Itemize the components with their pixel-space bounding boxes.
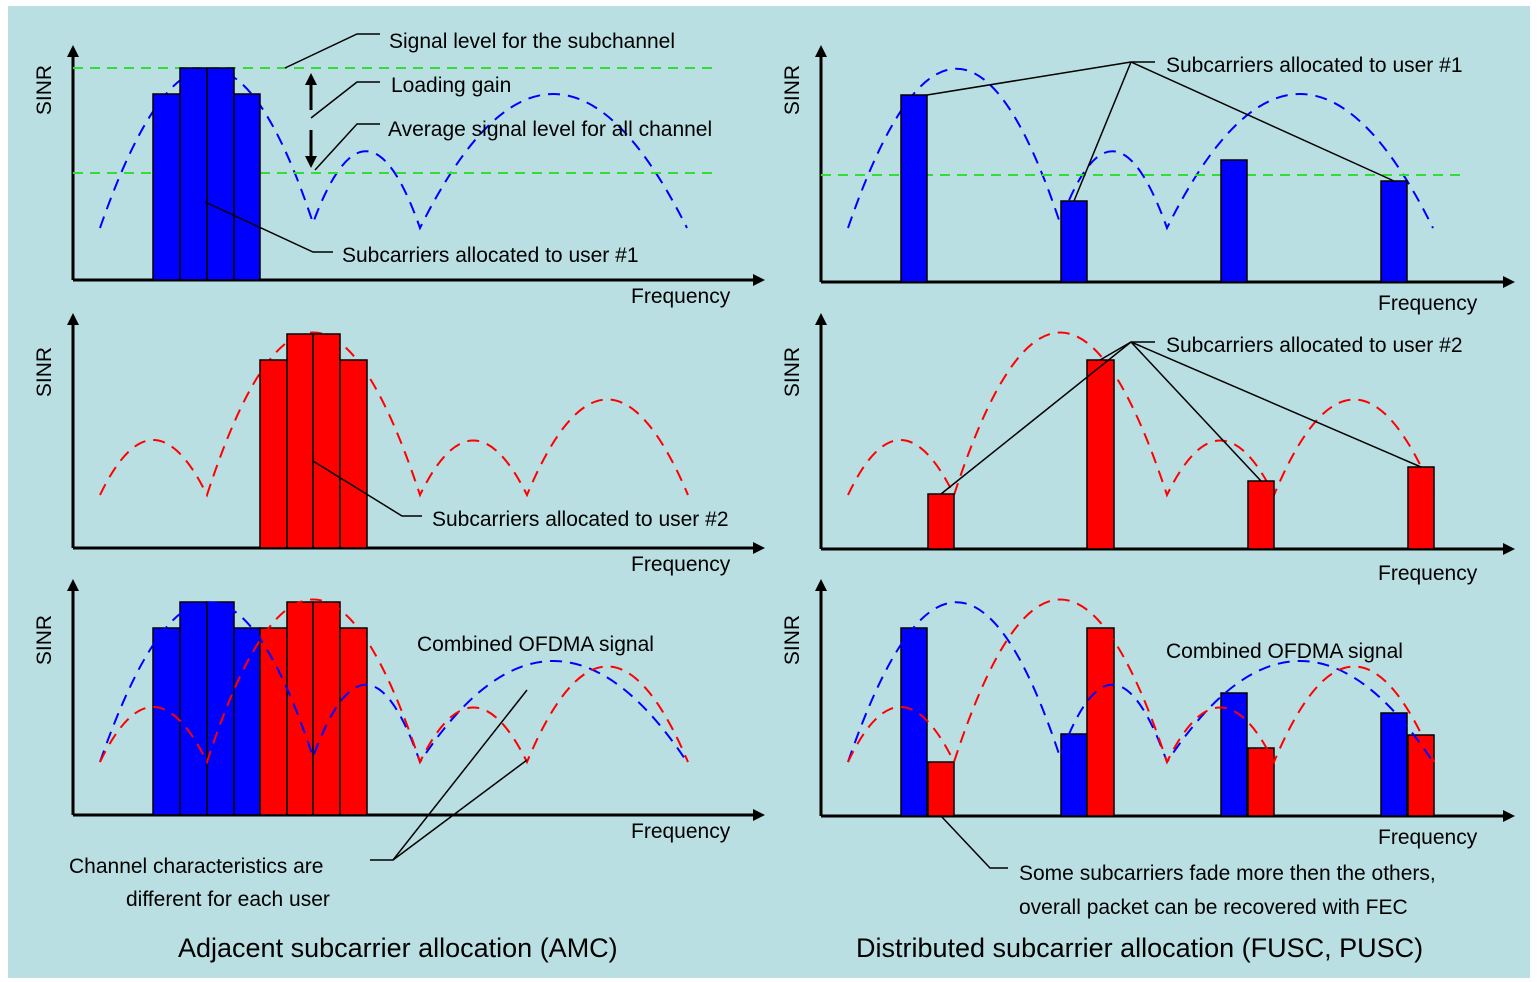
subcarriers-label: Subcarriers allocated to user #2 [1166, 334, 1463, 357]
subcarrier-bar [233, 93, 261, 281]
subcarrier-bars-user2 [259, 601, 368, 816]
amc-panel-user2: SINR Frequency Subcarriers allocated to … [33, 313, 765, 576]
callout-lines [940, 341, 1422, 495]
amc-panel-user1: SINR Frequency Signal level for the subc… [33, 30, 765, 308]
channel-note-line2: different for each user [126, 888, 330, 911]
subcarrier-bar [1407, 734, 1435, 817]
average-level-label: Average signal level for all channel [388, 118, 712, 141]
subcarrier-bar [1407, 466, 1435, 550]
combined-signal-label: Combined OFDMA signal [417, 633, 654, 656]
subcarrier-bar [1220, 692, 1248, 817]
subcarrier-bar [179, 67, 208, 281]
subcarrier-bar [1086, 359, 1115, 550]
subcarrier-bar [259, 627, 288, 816]
subcarrier-bars-user1 [152, 601, 261, 816]
subcarrier-bar [286, 601, 314, 816]
channel-response-user2 [99, 331, 689, 498]
callout-line [940, 815, 1008, 869]
subcarrier-bar [1247, 480, 1275, 550]
subcarrier-bar [259, 359, 288, 549]
distributed-panel-combined: SINR Frequency Combined OFDMA signal Som… [781, 579, 1515, 919]
amc-title: Adjacent subcarrier allocation (AMC) [178, 933, 618, 963]
subcarrier-bar [927, 761, 955, 817]
channel-response-user2 [847, 598, 1435, 765]
distributed-title: Distributed subcarrier allocation (FUSC,… [856, 933, 1423, 963]
y-axis-label: SINR [33, 347, 56, 397]
distributed-panel-user1: SINR Frequency Subcarriers allocated to … [781, 45, 1515, 315]
subcarrier-bar [1086, 627, 1115, 817]
x-axis-label: Frequency [631, 820, 731, 843]
callout-lines [926, 61, 1395, 202]
callout-lines [204, 33, 380, 253]
y-axis-label: SINR [781, 615, 804, 665]
subcarrier-bar [339, 627, 368, 816]
subcarriers-label: Subcarriers allocated to user #1 [1166, 54, 1463, 77]
axes [67, 313, 765, 554]
callout-line [312, 460, 422, 517]
y-axis-label: SINR [781, 65, 804, 115]
channel-response-user1 [847, 67, 1434, 231]
subcarriers-label: Subcarriers allocated to user #1 [342, 244, 639, 267]
subcarrier-bar [152, 627, 181, 816]
distributed-panel-user2: SINR Frequency Subcarriers allocated to … [781, 313, 1515, 585]
subcarrier-bar [1380, 712, 1408, 817]
subcarrier-bar [900, 94, 928, 283]
subcarrier-bar [312, 333, 341, 549]
subcarrier-bar [1060, 733, 1088, 817]
amc-panel-combined: SINR Frequency Combined OFDMA signal Cha… [33, 579, 765, 911]
y-axis-label: SINR [33, 65, 56, 115]
channel-response-user2 [99, 598, 689, 765]
subcarrier-bar [927, 493, 955, 550]
subcarrier-bars-user1 [900, 627, 1408, 817]
channel-response-user1 [847, 601, 1434, 765]
fade-note-line2: overall packet can be recovered with FEC [1019, 896, 1408, 919]
subcarrier-bar [1380, 180, 1408, 283]
x-axis-label: Frequency [1378, 826, 1478, 849]
subcarrier-bar [206, 601, 235, 816]
subcarrier-bars-user2 [927, 627, 1435, 817]
subcarrier-bar [1247, 747, 1275, 817]
combined-signal-label: Combined OFDMA signal [1166, 640, 1403, 663]
x-axis-label: Frequency [1378, 562, 1478, 585]
x-axis-label: Frequency [1378, 292, 1478, 315]
y-axis-label: SINR [33, 615, 56, 665]
loading-gain-label: Loading gain [391, 74, 511, 97]
subcarrier-bar [286, 333, 314, 549]
subcarrier-bar [179, 601, 208, 816]
channel-response-user1 [99, 601, 688, 765]
subcarrier-bar [1060, 200, 1088, 283]
fade-note-line1: Some subcarriers fade more then the othe… [1019, 862, 1436, 885]
channel-response-user2 [847, 331, 1435, 498]
subcarrier-bar [339, 359, 368, 549]
x-axis-label: Frequency [631, 553, 731, 576]
x-axis-label: Frequency [631, 285, 731, 308]
subcarriers-label: Subcarriers allocated to user #2 [432, 508, 729, 531]
subcarrier-bar [152, 93, 181, 281]
subcarrier-bars-user1 [152, 67, 261, 281]
subcarrier-bar [206, 67, 235, 281]
y-axis-label: SINR [781, 347, 804, 397]
subcarrier-bars-user2 [259, 333, 368, 549]
subcarrier-bar [233, 627, 261, 816]
callout-lines [370, 689, 528, 861]
signal-level-label: Signal level for the subchannel [389, 30, 675, 53]
subcarrier-bar [1220, 159, 1248, 283]
channel-note-line1: Channel characteristics are [69, 855, 323, 878]
subcarrier-bar [900, 627, 928, 817]
